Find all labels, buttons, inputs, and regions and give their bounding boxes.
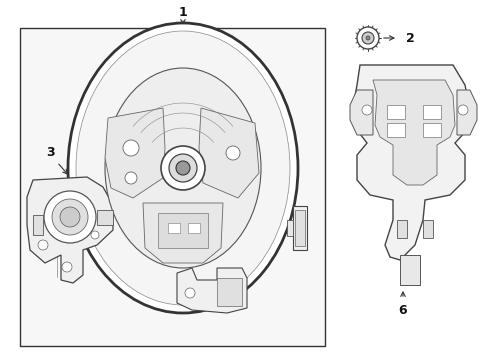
Bar xyxy=(295,210,305,246)
Polygon shape xyxy=(350,90,373,135)
Polygon shape xyxy=(27,177,113,283)
Ellipse shape xyxy=(362,32,374,44)
Ellipse shape xyxy=(38,240,48,250)
Polygon shape xyxy=(177,268,247,313)
Ellipse shape xyxy=(52,199,88,235)
Bar xyxy=(387,105,405,119)
Ellipse shape xyxy=(226,146,240,160)
Bar xyxy=(158,213,208,248)
Text: 1: 1 xyxy=(179,6,187,19)
Ellipse shape xyxy=(76,31,290,305)
Ellipse shape xyxy=(169,154,197,182)
Ellipse shape xyxy=(458,105,468,115)
Ellipse shape xyxy=(91,231,99,239)
Ellipse shape xyxy=(44,191,96,243)
Bar xyxy=(217,278,242,306)
Bar xyxy=(97,210,113,225)
Ellipse shape xyxy=(123,140,139,156)
Ellipse shape xyxy=(176,161,190,175)
Ellipse shape xyxy=(62,262,72,272)
Text: 3: 3 xyxy=(46,147,54,159)
Ellipse shape xyxy=(68,23,298,313)
Text: 4: 4 xyxy=(259,221,268,234)
Ellipse shape xyxy=(185,288,195,298)
Text: 5: 5 xyxy=(210,242,219,255)
Text: 2: 2 xyxy=(406,31,415,45)
Polygon shape xyxy=(105,108,165,198)
Bar xyxy=(188,223,200,233)
Bar xyxy=(423,123,441,137)
Bar xyxy=(423,220,433,238)
Ellipse shape xyxy=(161,146,205,190)
Bar xyxy=(293,206,307,250)
Polygon shape xyxy=(373,80,455,185)
Bar xyxy=(33,215,43,235)
Bar xyxy=(287,220,293,236)
Ellipse shape xyxy=(105,68,261,268)
Bar xyxy=(20,28,325,346)
Polygon shape xyxy=(457,90,477,135)
Polygon shape xyxy=(353,65,470,260)
Ellipse shape xyxy=(366,36,370,40)
Bar xyxy=(397,220,407,238)
Ellipse shape xyxy=(362,105,372,115)
Bar xyxy=(168,223,180,233)
Polygon shape xyxy=(199,108,259,198)
Polygon shape xyxy=(400,255,420,285)
Text: 6: 6 xyxy=(399,303,407,316)
Polygon shape xyxy=(143,203,223,263)
Ellipse shape xyxy=(125,172,137,184)
Ellipse shape xyxy=(357,27,379,49)
Bar xyxy=(423,105,441,119)
Bar xyxy=(387,123,405,137)
Ellipse shape xyxy=(60,207,80,227)
